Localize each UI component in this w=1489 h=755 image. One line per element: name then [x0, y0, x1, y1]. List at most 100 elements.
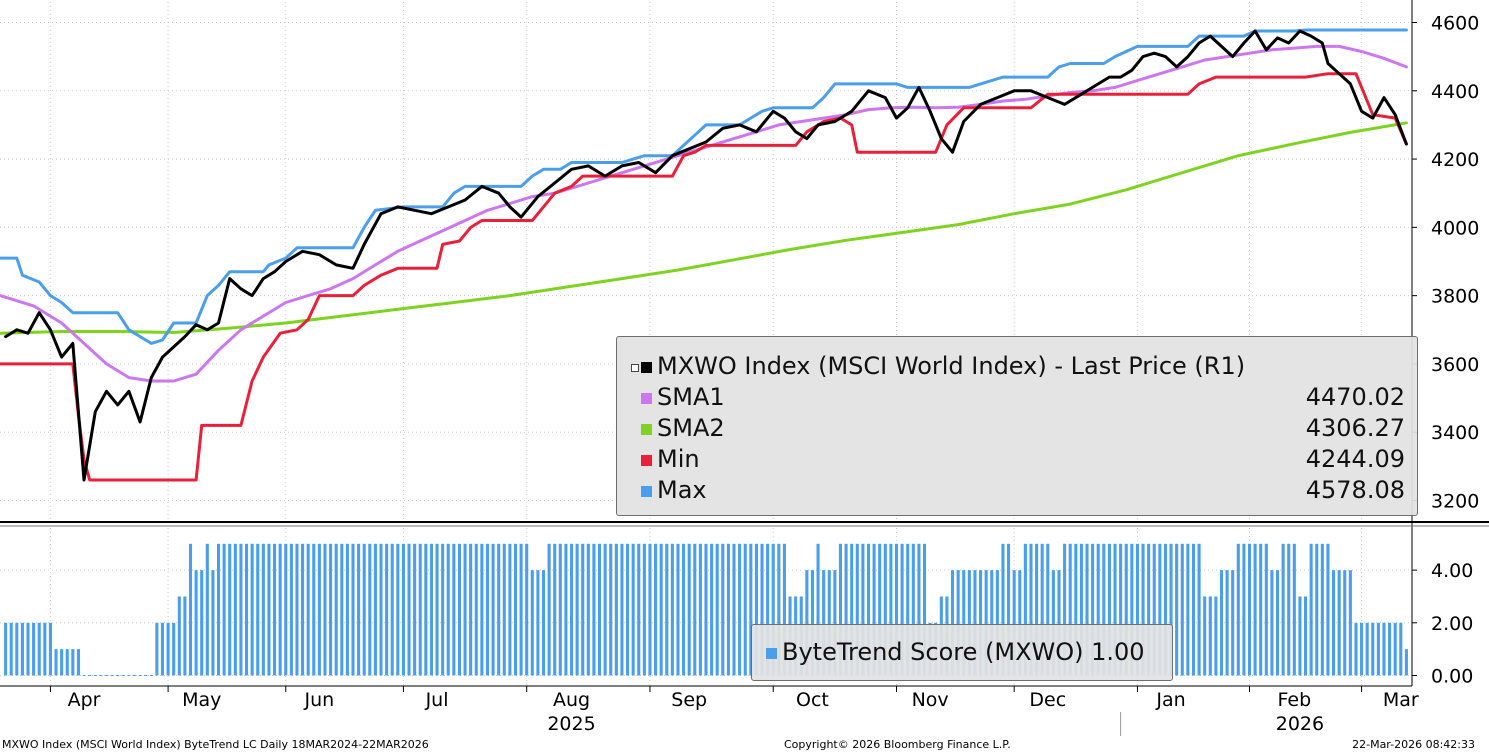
score-bar: [289, 543, 293, 676]
score-bar: [1281, 543, 1285, 676]
score-bar: [1119, 543, 1123, 676]
score-bar: [547, 543, 551, 676]
score-bar: [967, 570, 971, 676]
score-bar: [1399, 622, 1403, 676]
score-bar: [155, 622, 159, 676]
score-bar: [379, 543, 383, 676]
score-bar: [1074, 543, 1078, 676]
score-bar: [1197, 543, 1201, 676]
score-bar: [637, 543, 641, 676]
score-bar: [1242, 543, 1246, 676]
score-bar: [1180, 543, 1184, 676]
score-bar: [1360, 622, 1364, 676]
score-bar: [312, 543, 316, 676]
score-bar: [172, 622, 176, 676]
score-bar: [1354, 622, 1358, 676]
score-bar: [760, 543, 764, 676]
score-bar: [65, 649, 69, 676]
score-bar: [810, 570, 815, 676]
score-bar: [1001, 543, 1005, 676]
x-tick-label: Dec: [1029, 689, 1066, 711]
score-bar: [452, 543, 456, 676]
x-tick-label: Feb: [1278, 689, 1312, 711]
score-bar: [463, 543, 467, 676]
x-tick-label: Jul: [425, 689, 449, 711]
score-bar: [317, 543, 321, 676]
y-tick-label-upper: 4000: [1431, 217, 1479, 239]
score-bar: [160, 622, 165, 676]
score-bar: [866, 543, 871, 676]
score-bar: [1169, 543, 1173, 676]
score-bar: [1259, 543, 1263, 676]
score-bar: [1107, 543, 1111, 676]
score-bar: [1147, 543, 1151, 676]
score-bar: [1130, 543, 1134, 676]
score-bar: [43, 622, 47, 676]
score-bar: [261, 543, 265, 676]
max-line: [0, 28, 1408, 345]
score-bar: [956, 570, 960, 676]
x-tick-label: Oct: [796, 689, 829, 711]
score-bar: [469, 543, 473, 676]
y-tick-label-upper: 3600: [1431, 354, 1479, 376]
score-bar: [273, 543, 277, 676]
score-bar: [508, 543, 512, 676]
score-bar: [687, 543, 691, 676]
legend-main-marker-icon: [631, 364, 639, 372]
score-bar: [1096, 543, 1100, 676]
legend-max-row: Max 4578.08: [617, 475, 1417, 506]
x-tick-label: Jun: [304, 689, 335, 711]
score-bar: [429, 543, 433, 676]
score-bar: [435, 543, 439, 676]
score-bar: [385, 543, 389, 676]
score-bar: [575, 543, 579, 676]
score-bar: [1404, 649, 1408, 676]
score-bar: [626, 543, 630, 676]
score-bar: [1152, 543, 1156, 676]
score-bar: [900, 543, 904, 676]
byte-trend-bars: [4, 543, 1408, 676]
score-bar: [1292, 543, 1296, 676]
score-bar: [979, 570, 983, 676]
score-bar: [1376, 622, 1380, 676]
score-bar: [715, 543, 719, 676]
score-bar: [738, 543, 742, 676]
legend-max-label: Max: [657, 476, 707, 504]
score-bar: [345, 543, 349, 676]
score-bar: [766, 543, 770, 676]
score-bar: [872, 543, 876, 676]
legend-min-value: 4244.09: [1305, 445, 1405, 473]
score-bar: [26, 622, 30, 676]
x-year-label: 2025: [547, 713, 595, 735]
score-bar: [541, 570, 546, 676]
score-bar: [48, 622, 52, 676]
score-bar: [1253, 543, 1257, 676]
score-bar: [878, 543, 882, 676]
score-bar: [654, 543, 658, 676]
score-bar: [581, 543, 585, 676]
score-bar: [917, 543, 921, 676]
score-bar: [1275, 570, 1280, 676]
score-bar: [906, 543, 910, 676]
score-bar: [222, 543, 226, 676]
score-bar: [536, 570, 540, 676]
score-bar: [362, 543, 366, 676]
score-bar: [497, 543, 501, 676]
score-bar: [194, 570, 198, 676]
score-bar: [1158, 543, 1162, 676]
score-bar: [721, 543, 725, 676]
score-bar: [922, 543, 927, 676]
score-bar: [1023, 543, 1027, 676]
score-bar: [183, 596, 187, 676]
score-bar: [838, 543, 843, 676]
score-bar: [513, 543, 518, 676]
score-bar: [188, 543, 193, 676]
legend-main-row: MXWO Index (MSCI World Index) - Last Pri…: [617, 351, 1417, 382]
y-tick-label-lower: 2.00: [1431, 613, 1473, 635]
score-bar: [732, 543, 736, 676]
x-tick-label: Jan: [1155, 689, 1185, 711]
score-bar: [340, 543, 344, 676]
score-bar: [855, 543, 859, 676]
score-bar: [676, 543, 680, 676]
score-bar: [659, 543, 663, 676]
